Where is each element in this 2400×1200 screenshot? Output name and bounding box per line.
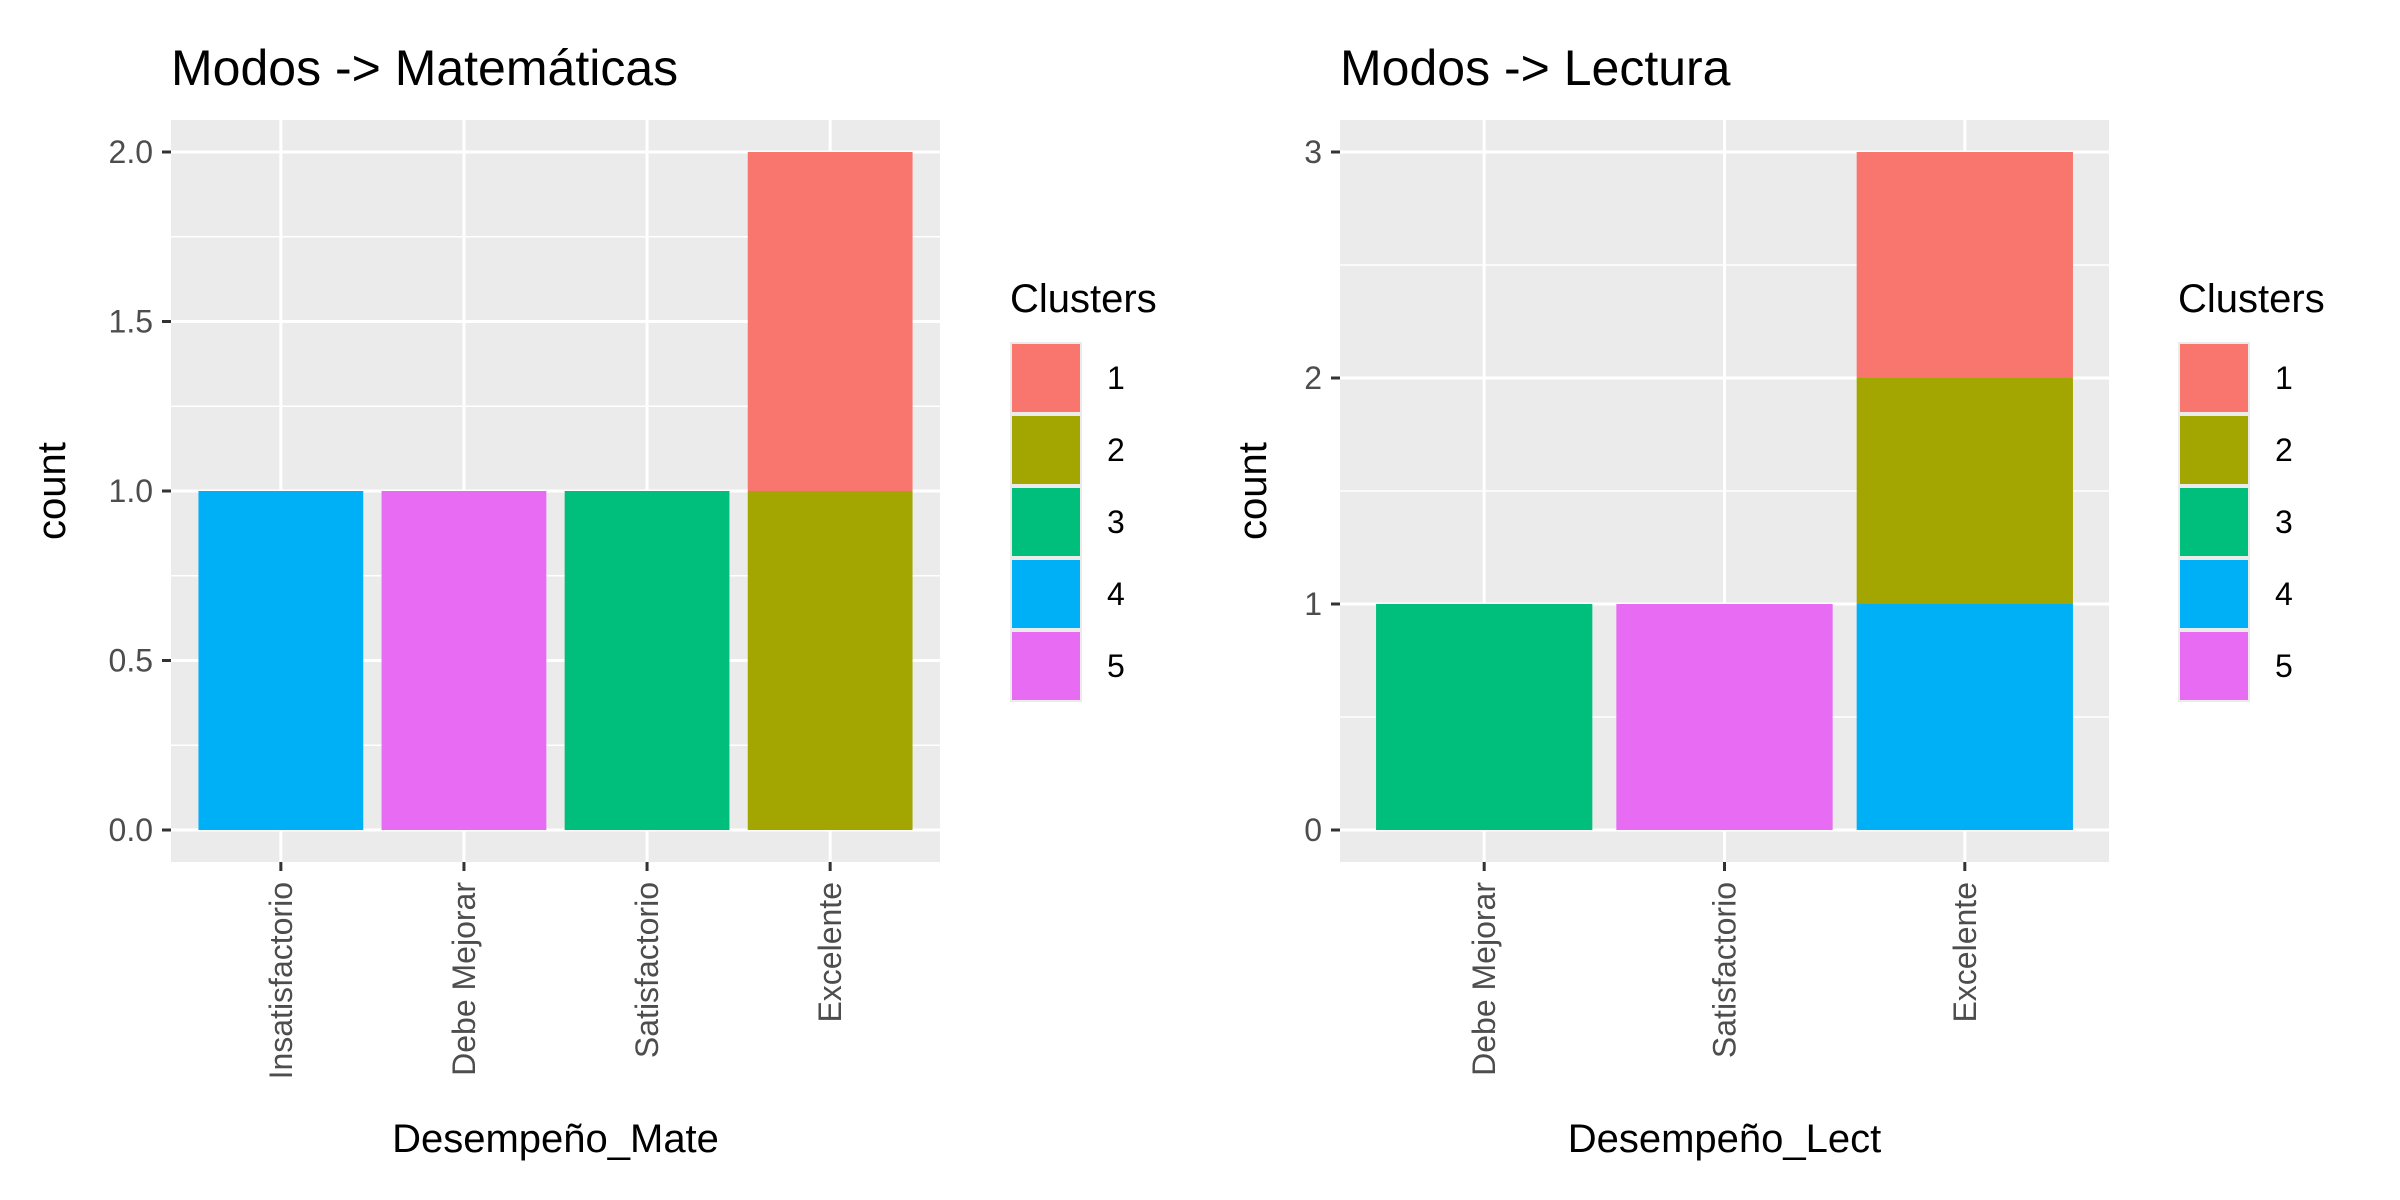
chart-title: Modos -> Matemáticas	[171, 40, 678, 96]
legend-swatch	[2180, 344, 2248, 412]
y-tick-label: 1.0	[109, 473, 153, 509]
bar-segment	[564, 491, 730, 830]
bar-segment	[1616, 604, 1833, 830]
y-tick-label: 0.0	[109, 812, 153, 848]
legend-label: 5	[1107, 648, 1125, 684]
y-tick-label: 3	[1304, 134, 1322, 170]
y-tick-label: 2	[1304, 360, 1322, 396]
bar-segment	[1376, 604, 1593, 830]
legend-label: 2	[2275, 432, 2293, 468]
legend-label: 3	[2275, 504, 2293, 540]
y-tick-label: 1	[1304, 586, 1322, 622]
bar-segment	[1856, 152, 2073, 378]
legend-label: 1	[1107, 360, 1125, 396]
legend: Clusters 1 2 3 4 5	[1010, 277, 1157, 702]
x-tick-label: Excelente	[1947, 882, 1983, 1023]
x-tick-label: Excelente	[812, 882, 848, 1023]
y-tick-label: 1.5	[109, 304, 153, 340]
bar-segment	[747, 491, 913, 830]
y-axis-label: count	[1231, 442, 1275, 540]
legend-swatch	[2180, 416, 2248, 484]
legend-label: 4	[2275, 576, 2293, 612]
bar-segment	[747, 152, 913, 491]
y-tick-label: 0.5	[109, 643, 153, 679]
chart-title: Modos -> Lectura	[1340, 40, 1731, 96]
x-axis-label: Desempeño_Lect	[1568, 1117, 1882, 1161]
legend-swatch	[1012, 344, 1080, 412]
legend-swatch	[1012, 632, 1080, 700]
x-tick-label: Satisfactorio	[629, 882, 665, 1058]
x-tick-label: Insatisfactorio	[263, 882, 299, 1079]
bar-segment	[1856, 604, 2073, 830]
legend-label: 5	[2275, 648, 2293, 684]
legend-swatch	[2180, 560, 2248, 628]
legend-title: Clusters	[1010, 277, 1157, 321]
legend-label: 4	[1107, 576, 1125, 612]
legend-title: Clusters	[2178, 277, 2325, 321]
chart-1: 0.0 0.5 1.0 1.5 2.0 Insatisfactorio Debe Mejor…	[30, 40, 1157, 1161]
bar-segment	[1856, 378, 2073, 604]
x-axis-label: Desempeño_Mate	[392, 1117, 719, 1161]
x-tick-label: Satisfactorio	[1707, 882, 1743, 1058]
y-tick-label: 2.0	[109, 134, 153, 170]
x-tick-label: Debe Mejorar	[1466, 882, 1502, 1076]
legend-swatch	[2180, 632, 2248, 700]
y-tick-label: 0	[1304, 812, 1322, 848]
legend-label: 2	[1107, 432, 1125, 468]
bar-segment	[381, 491, 547, 830]
legend-swatch	[2180, 488, 2248, 556]
legend-swatch	[1012, 488, 1080, 556]
chart-2: 0 1 2 3 Debe Mejorar Satisfactorio Excelente Mo…	[1231, 40, 2325, 1161]
legend-label: 1	[2275, 360, 2293, 396]
x-tick-label: Debe Mejorar	[446, 882, 482, 1076]
legend-swatch	[1012, 560, 1080, 628]
y-axis-label: count	[30, 442, 74, 540]
bar-segment	[198, 491, 364, 830]
legend-swatch	[1012, 416, 1080, 484]
legend: Clusters 1 2 3 4 5	[2178, 277, 2325, 702]
legend-label: 3	[1107, 504, 1125, 540]
